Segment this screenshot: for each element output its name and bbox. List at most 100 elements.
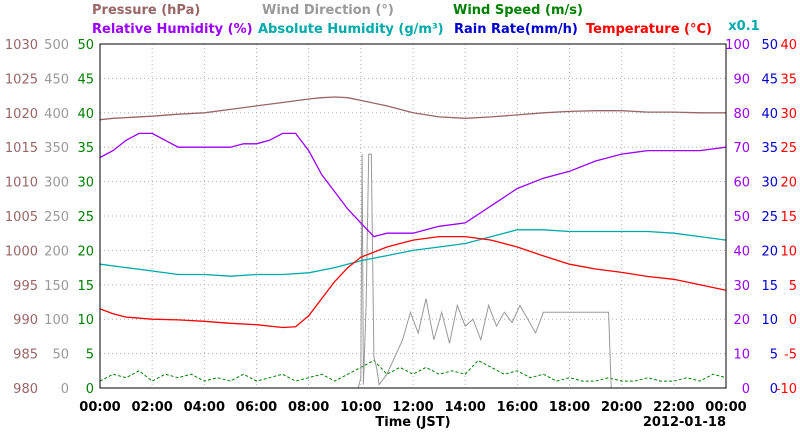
y-tick-label: 100 (725, 38, 750, 53)
y-tick-label: 60 (733, 176, 750, 191)
y-tick-label: 450 (44, 72, 69, 87)
x-axis: 00:00 02:00 04:00 06:00 08:00 10:00 12:00 14:00… (79, 400, 746, 415)
y-tick-label: 10 (761, 313, 778, 328)
y-tick-label: 50 (52, 348, 69, 363)
x-tick-label: 14:00 (444, 400, 485, 415)
y-tick-label: 40 (77, 107, 94, 122)
x-axis-label: Time (JST) (375, 415, 450, 430)
y-tick-label: 1030 (5, 38, 38, 53)
x-tick-label: 02:00 (131, 400, 172, 415)
y-tick-label: 25 (761, 210, 778, 225)
y-tick-label: 25 (77, 210, 94, 225)
y-tick-label: 30 (780, 107, 797, 122)
y-tick-label: 20 (77, 244, 94, 259)
y-tick-label: 1005 (5, 210, 38, 225)
y-axis-0: 1030 1025 1020 1015 1010 1005 1000 995 990 985 980 (5, 38, 38, 397)
x-tick-label: 04:00 (184, 400, 225, 415)
x-tick-label: 18:00 (549, 400, 590, 415)
y-tick-label: 15 (780, 210, 797, 225)
y-tick-label: 20 (733, 313, 750, 328)
series-line (100, 153, 726, 389)
legend-item: Rain Rate(mm/h) (454, 22, 578, 37)
x-tick-label: 00:00 (79, 400, 120, 415)
x-tick-label: 00:00 (705, 400, 746, 415)
legend-item: Temperature (°C) (586, 22, 712, 37)
y-tick-label: 5 (770, 348, 778, 363)
y-tick-label: 25 (780, 141, 797, 156)
y-tick-label: 40 (733, 244, 750, 259)
date-label: 2012-01-18 (643, 415, 726, 430)
x-tick-label: 10:00 (340, 400, 381, 415)
y-tick-label: 35 (780, 72, 797, 87)
y-tick-label: 50 (77, 38, 94, 53)
y-tick-label: 1015 (5, 141, 38, 156)
x-tick-label: 16:00 (497, 400, 538, 415)
legend-item: Absolute Humidity (g/m³) (258, 22, 444, 37)
plot-frame (99, 43, 727, 389)
y-axis-5: 40 35 30 25 20 15 10 5 0 -5 -10 (776, 38, 797, 397)
y-tick-label: 985 (13, 348, 38, 363)
x-tick-label: 12:00 (392, 400, 433, 415)
y-tick-label: 0 (61, 382, 69, 397)
y-tick-label: 15 (761, 279, 778, 294)
y-tick-label: 10 (77, 313, 94, 328)
y-tick-label: 995 (13, 279, 38, 294)
y-tick-label: 1000 (5, 244, 38, 259)
y-tick-label: 20 (761, 244, 778, 259)
y-tick-label: 1010 (5, 176, 38, 191)
series-line (99, 229, 727, 277)
y-tick-label: 100 (44, 313, 69, 328)
x-tick-label: 22:00 (653, 400, 694, 415)
y-tick-label: 45 (761, 72, 778, 87)
y-tick-label: 50 (761, 38, 778, 53)
y-tick-label: 10 (733, 348, 750, 363)
y-tick-label: 5 (86, 348, 94, 363)
legend-item: Relative Humidity (%) (92, 22, 253, 37)
legend-item: Wind Speed (m/s) (453, 3, 583, 18)
y-tick-label: 980 (13, 382, 38, 397)
y-tick-label: 20 (780, 176, 797, 191)
y-tick-label: 0 (86, 382, 94, 397)
y-tick-label: 300 (44, 176, 69, 191)
y-tick-label: 30 (77, 176, 94, 191)
y-tick-label: 150 (44, 279, 69, 294)
y-tick-label: 35 (761, 141, 778, 156)
y-tick-label: 40 (780, 38, 797, 53)
x-tick-label: 20:00 (601, 400, 642, 415)
series-line (99, 359, 727, 382)
y-tick-label: 15 (77, 279, 94, 294)
y-tick-label: 30 (733, 279, 750, 294)
y-tick-label: 250 (44, 210, 69, 225)
y-tick-label: 10 (780, 244, 797, 259)
y-tick-label: 400 (44, 107, 69, 122)
y-tick-label: 0 (742, 382, 750, 397)
y-tick-label: 40 (761, 107, 778, 122)
legend-item: Pressure (hPa) (92, 3, 200, 18)
y-tick-label: 350 (44, 141, 69, 156)
y-tick-label: -5 (784, 348, 797, 363)
y-tick-label: 1025 (5, 72, 38, 87)
y-tick-label: 80 (733, 107, 750, 122)
y-tick-label: -10 (776, 382, 797, 397)
y-tick-label: 500 (44, 38, 69, 53)
y-tick-label: 90 (733, 72, 750, 87)
series-line (99, 132, 727, 238)
x-tick-label: 06:00 (236, 400, 277, 415)
y-tick-label: 0 (789, 313, 797, 328)
x-tick-label: 08:00 (288, 400, 329, 415)
series-layer (99, 96, 727, 389)
y-tick-label: 1020 (5, 107, 38, 122)
series-line (99, 96, 726, 121)
y-tick-label: 70 (733, 141, 750, 156)
y-tick-label: 0 (770, 382, 778, 397)
multiplier-label: x0.1 (728, 19, 759, 34)
y-tick-label: 30 (761, 176, 778, 191)
series-line (99, 235, 727, 329)
y-tick-label: 45 (77, 72, 94, 87)
legend-item: Wind Direction (°) (262, 3, 394, 18)
y-tick-label: 200 (44, 244, 69, 259)
